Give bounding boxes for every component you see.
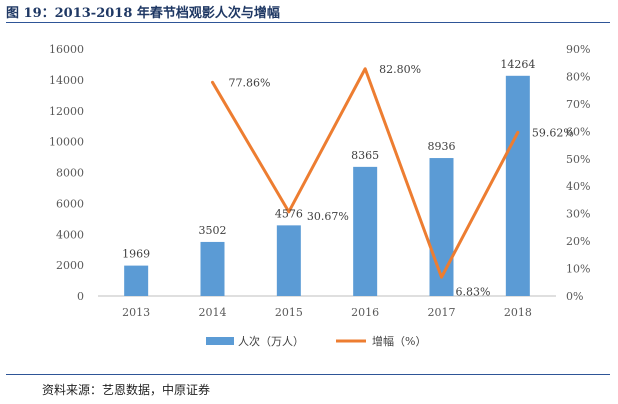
right-axis-tick-label: 90%: [566, 43, 590, 56]
left-axis-tick-label: 2000: [56, 259, 84, 272]
left-axis-tick-label: 8000: [56, 167, 84, 180]
axes: 02000400060008000100001200014000160000%1…: [49, 43, 590, 319]
bar: [353, 166, 378, 296]
x-axis-tick-label: 2013: [122, 306, 150, 319]
right-axis-tick-label: 40%: [566, 180, 590, 193]
left-axis-tick-label: 4000: [56, 228, 84, 241]
legend: 人次（万人） 增幅（%）: [206, 334, 426, 348]
x-axis-tick-label: 2018: [504, 306, 532, 319]
right-axis-tick-label: 80%: [566, 70, 590, 83]
bar-value-label: 3502: [199, 224, 227, 237]
data-labels: 1969 3502 4576 8365 8936 14264 77.86% 30.67% 82.…: [122, 58, 574, 298]
x-axis-tick-label: 2015: [275, 306, 303, 319]
left-axis-tick-label: 14000: [49, 74, 84, 87]
left-axis-tick-label: 12000: [49, 105, 84, 118]
bar: [276, 225, 301, 296]
bar: [200, 241, 225, 296]
line-value-label: 77.86%: [229, 76, 271, 89]
bar-value-label: 8365: [351, 149, 379, 162]
line-series: [211, 67, 520, 279]
left-axis-tick-label: 0: [77, 290, 84, 303]
bar-value-label: 1969: [122, 248, 150, 261]
line-value-label: 30.67%: [307, 210, 349, 223]
legend-bar-swatch: [206, 337, 234, 345]
legend-bar-label: 人次（万人）: [238, 334, 304, 348]
right-axis-tick-label: 60%: [566, 125, 590, 138]
left-axis-tick-label: 10000: [49, 136, 84, 149]
source-note: 资料来源：艺恩数据，中原证券: [42, 383, 211, 397]
right-axis-tick-label: 0%: [566, 290, 583, 303]
line-value-label: 59.62%: [532, 126, 574, 139]
x-axis-tick-label: 2014: [199, 306, 227, 319]
bar-value-label: 4576: [275, 207, 303, 220]
left-axis-tick-label: 16000: [49, 43, 84, 56]
bar: [505, 75, 530, 296]
x-axis-tick-label: 2017: [428, 306, 456, 319]
figure-title: 图 19：2013-2018 年春节档观影人次与增幅: [6, 6, 280, 21]
legend-line-label: 增幅（%）: [372, 334, 426, 348]
bar-value-label: 14264: [500, 58, 535, 71]
left-axis-tick-label: 6000: [56, 197, 84, 210]
bar-value-label: 8936: [428, 140, 456, 153]
right-axis-tick-label: 50%: [566, 153, 590, 166]
line-value-label: 82.80%: [379, 63, 421, 76]
right-axis-tick-label: 10%: [566, 263, 590, 276]
title-rule: [6, 22, 610, 23]
bar: [124, 265, 149, 296]
right-axis-tick-label: 30%: [566, 208, 590, 221]
source-rule: [6, 374, 610, 375]
right-axis-tick-label: 70%: [566, 98, 590, 111]
bar-series: [124, 75, 530, 296]
x-axis-tick-label: 2016: [351, 306, 379, 319]
right-axis-tick-label: 20%: [566, 235, 590, 248]
line-value-label: 6.83%: [456, 285, 491, 298]
